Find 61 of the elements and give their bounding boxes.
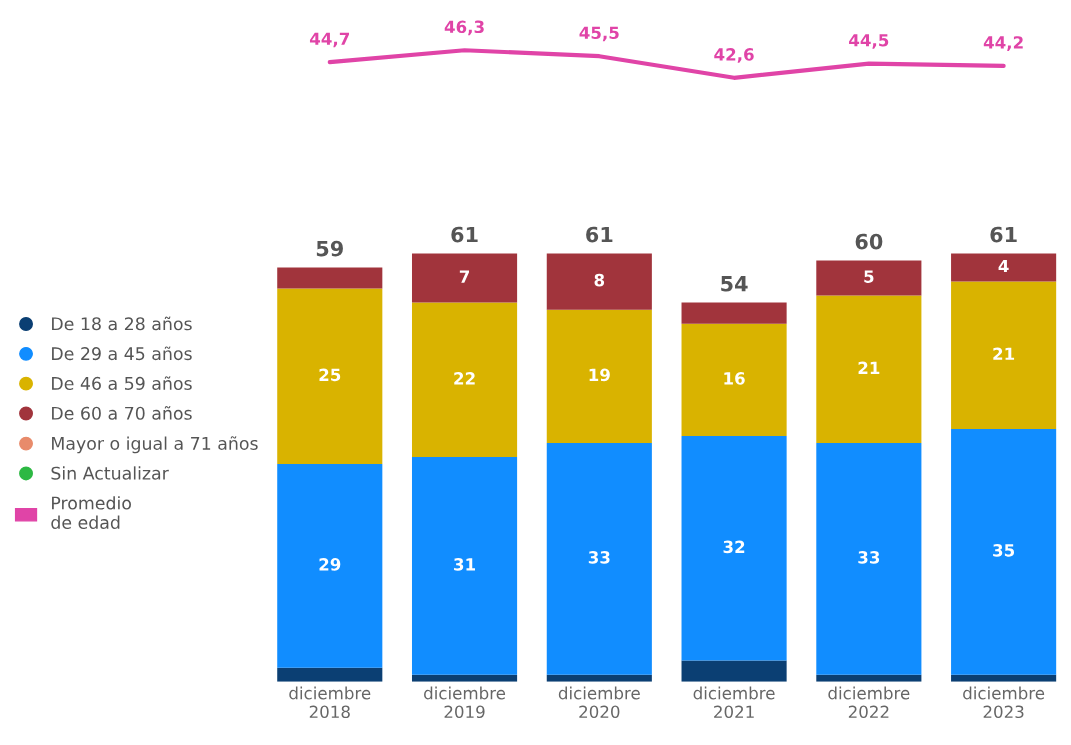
data-label: 29 [319,558,341,571]
bar [277,288,383,465]
data-label: 19 [589,368,610,382]
total-label: 61 [990,226,1017,243]
data-label: 44,2 [983,36,1023,51]
legend-label: Mayor o igual a 71 años [52,436,258,454]
bar [816,260,922,296]
x-tick-label: diciembre 2023 [963,686,1045,719]
data-label: 5 [864,270,874,283]
bar [816,295,922,444]
x-tick-label: diciembre 2018 [289,686,371,719]
legend-label: De 60 a 70 años [52,406,192,420]
total-label: 61 [451,226,478,243]
data-label: 21 [858,361,880,374]
bar [681,323,787,436]
bar [546,309,652,444]
data-label: 25 [319,368,341,382]
bar [681,302,787,324]
bar [277,267,383,289]
total-label: 59 [316,240,343,257]
total-label: 61 [586,226,613,243]
bar [277,667,383,682]
legend-label: De 46 a 59 años [52,376,192,390]
x-tick-label: diciembre 2021 [693,686,775,719]
total-label: 60 [855,233,883,250]
bar [951,281,1057,429]
data-label: 46,3 [444,20,484,36]
bar [951,253,1057,282]
data-label: 33 [588,551,610,564]
data-label: 21 [993,347,1015,360]
data-label: 4 [998,259,1009,273]
data-label: 35 [993,544,1015,557]
legend-label: Promedio de edad [51,496,131,530]
data-label: 32 [723,540,745,554]
x-tick-label: diciembre 2020 [558,686,640,719]
bar [681,660,787,682]
data-label: 44,5 [849,34,889,49]
bar [411,457,518,675]
data-label: 16 [724,372,745,385]
x-tick-label: diciembre 2019 [424,686,506,719]
data-label: 22 [454,372,475,385]
legend-label: De 18 a 28 años [52,316,192,331]
legend-label: Sin Actualizar [51,466,169,480]
data-label: 7 [459,270,470,283]
bar [546,253,652,310]
bar [816,443,922,675]
data-label: 31 [454,558,475,571]
bar [411,302,518,458]
data-label: 42,6 [714,48,754,63]
legend-label: De 29 a 45 años [52,346,192,361]
bar [411,253,518,303]
data-label: 45,5 [579,26,619,42]
data-label: 8 [594,273,605,287]
data-label: 44,7 [309,32,350,48]
bar [546,443,652,675]
bar [277,464,383,668]
bar [681,435,787,661]
bar [951,428,1057,675]
x-tick-label: diciembre 2022 [828,686,910,719]
data-label: 33 [858,551,880,564]
total-label: 54 [721,276,748,292]
